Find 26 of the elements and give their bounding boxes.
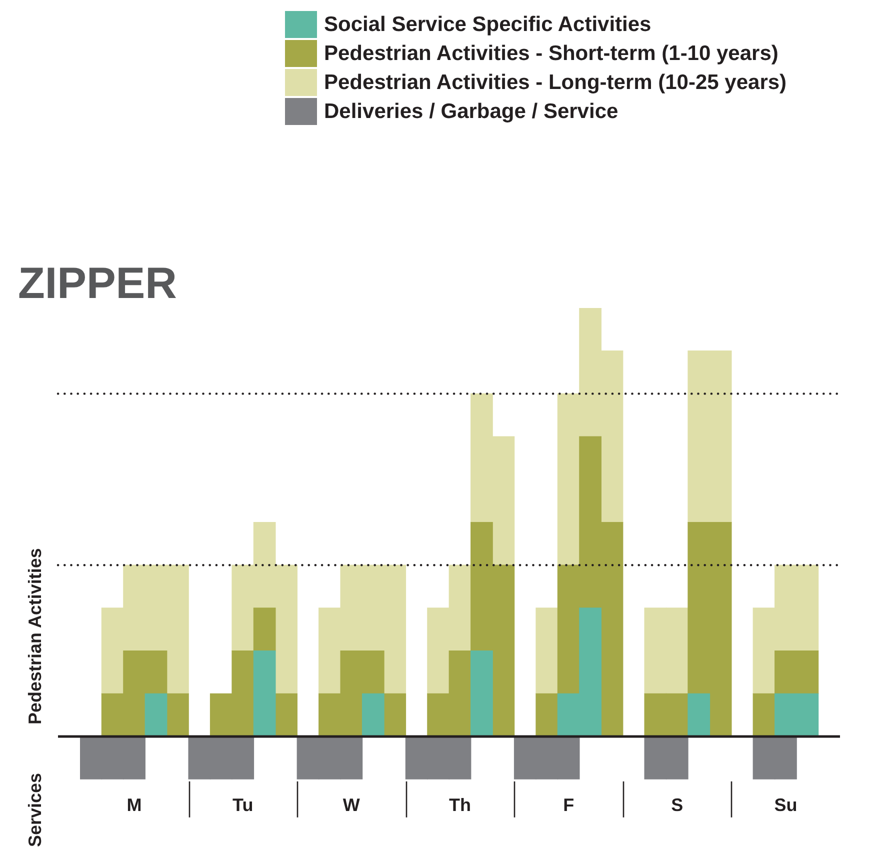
bar [536,693,558,737]
x-tick-label: Th [449,795,471,816]
y-axis-title: Pedestrian Activities [24,548,45,725]
x-tick-label: Tu [232,795,254,816]
bar [144,693,168,737]
bar [688,693,710,737]
text: Services [24,772,45,847]
bar [470,650,493,737]
chart-title: ZIPPER [18,259,177,308]
x-tick-label: W [342,795,360,816]
bar [752,693,776,737]
x-tick-label: F [563,795,574,816]
legend-label: Deliveries / Garbage / Service [324,100,618,124]
bar [275,693,298,737]
legend-label: Pedestrian Activities - Short-term (1-10 years) [324,42,778,66]
x-tick-label: Su [774,795,798,816]
bar [362,693,384,737]
x-tick-label: S [671,795,684,816]
legend-label: Pedestrian Activities - Long-term (10-25 years) [324,70,787,94]
bar [536,608,558,694]
bar [253,608,276,652]
x-tick-label: M [126,795,142,816]
bar [384,693,406,737]
legend-label: Social Service Specific Activities [324,12,652,36]
bar [166,693,189,737]
bar [253,650,276,737]
